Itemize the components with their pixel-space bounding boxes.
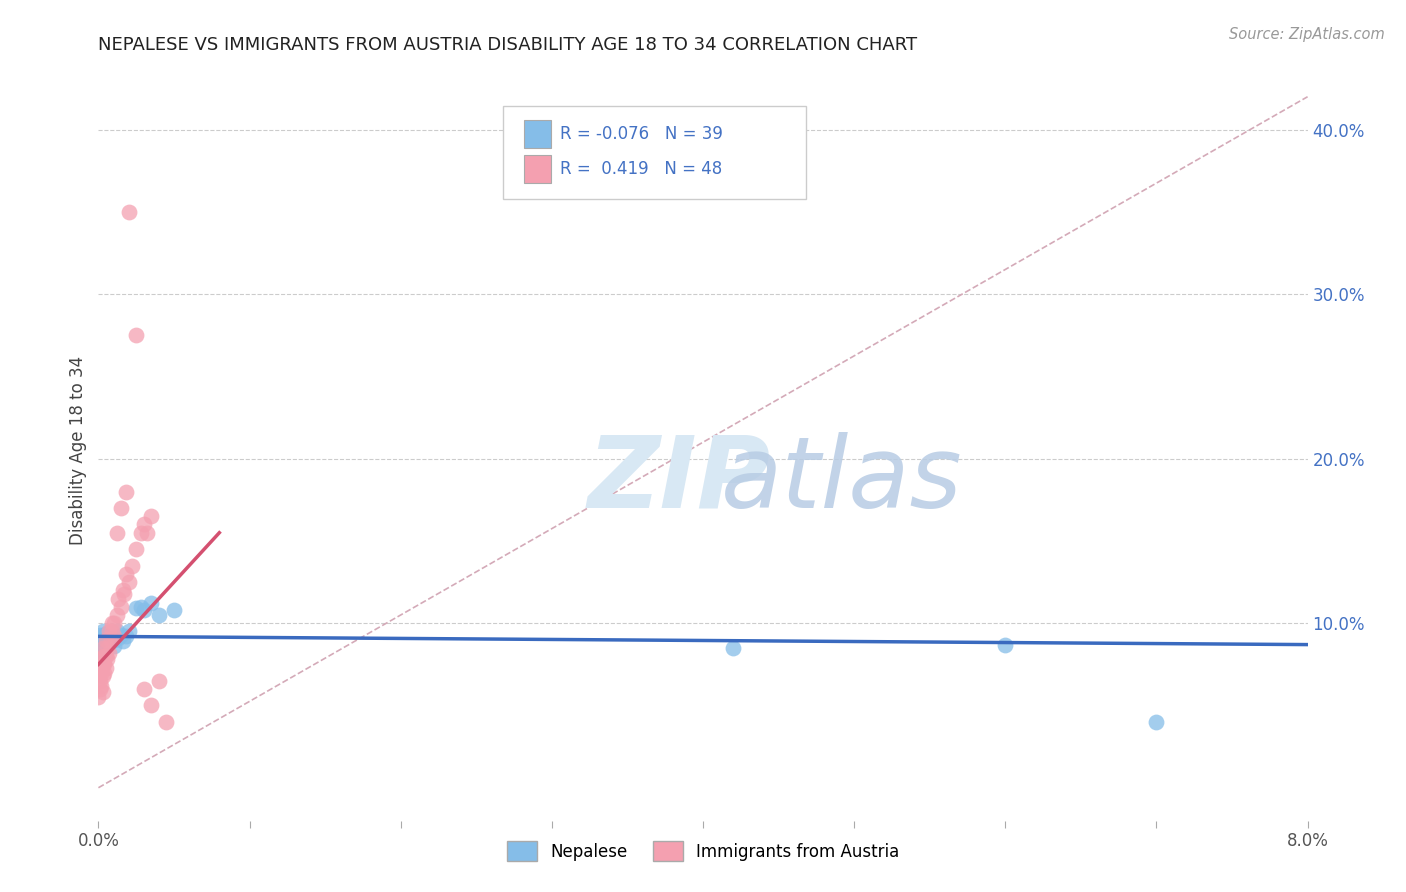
Point bbox=[101, 628, 124, 642]
Point bbox=[132, 517, 155, 532]
FancyBboxPatch shape bbox=[503, 106, 806, 199]
Point bbox=[1146, 714, 1168, 729]
Point bbox=[94, 632, 117, 647]
Point bbox=[89, 673, 111, 688]
Point bbox=[94, 638, 117, 652]
Point bbox=[89, 636, 111, 650]
Point bbox=[89, 646, 111, 660]
Point bbox=[103, 616, 125, 631]
Point bbox=[118, 575, 141, 590]
Point bbox=[118, 205, 141, 219]
Point bbox=[89, 628, 111, 642]
Point bbox=[155, 714, 177, 729]
Point bbox=[129, 599, 152, 614]
Point bbox=[110, 628, 132, 642]
Point bbox=[91, 640, 114, 655]
Point bbox=[148, 607, 170, 622]
Point bbox=[98, 629, 121, 643]
Point bbox=[101, 616, 124, 631]
Point bbox=[163, 603, 186, 617]
Point bbox=[148, 673, 170, 688]
Point bbox=[125, 328, 148, 343]
Point bbox=[94, 660, 117, 674]
Point bbox=[125, 542, 148, 557]
Point bbox=[723, 640, 745, 655]
Point bbox=[110, 501, 132, 516]
Point bbox=[90, 639, 112, 653]
Point bbox=[96, 634, 118, 648]
Text: R =  0.419   N = 48: R = 0.419 N = 48 bbox=[561, 161, 723, 178]
Point bbox=[90, 631, 112, 645]
Text: atlas: atlas bbox=[721, 432, 963, 529]
Point bbox=[141, 509, 163, 524]
Point bbox=[90, 662, 112, 676]
Point bbox=[114, 566, 136, 581]
Point bbox=[141, 597, 163, 611]
Text: NEPALESE VS IMMIGRANTS FROM AUSTRIA DISABILITY AGE 18 TO 34 CORRELATION CHART: NEPALESE VS IMMIGRANTS FROM AUSTRIA DISA… bbox=[98, 36, 918, 54]
Point bbox=[93, 628, 115, 642]
Point bbox=[87, 632, 110, 647]
Point bbox=[94, 649, 117, 664]
Point bbox=[125, 601, 148, 615]
Text: ZIP: ZIP bbox=[588, 432, 770, 529]
Point bbox=[98, 624, 121, 639]
Y-axis label: Disability Age 18 to 34: Disability Age 18 to 34 bbox=[69, 356, 87, 545]
Point bbox=[135, 525, 157, 540]
Point bbox=[112, 586, 135, 600]
Point bbox=[93, 657, 115, 672]
Point bbox=[100, 632, 122, 647]
Point bbox=[98, 636, 121, 650]
Point bbox=[93, 634, 115, 648]
Point bbox=[103, 629, 125, 643]
Point bbox=[93, 665, 115, 680]
Point bbox=[98, 646, 121, 660]
Point bbox=[87, 690, 110, 705]
Point bbox=[107, 591, 129, 606]
Point bbox=[91, 685, 114, 699]
Point bbox=[129, 525, 152, 540]
Point bbox=[105, 624, 128, 639]
Point bbox=[114, 629, 136, 643]
Point bbox=[103, 632, 125, 647]
Point bbox=[110, 599, 132, 614]
Point bbox=[91, 624, 114, 639]
Point bbox=[132, 603, 155, 617]
Point bbox=[132, 681, 155, 696]
Point bbox=[141, 698, 163, 713]
Point bbox=[107, 631, 129, 645]
Point bbox=[90, 649, 112, 664]
Point bbox=[105, 525, 128, 540]
Point bbox=[96, 640, 118, 655]
Point bbox=[94, 631, 117, 645]
Point bbox=[96, 626, 118, 640]
Point bbox=[91, 669, 114, 683]
Point bbox=[91, 657, 114, 672]
Point bbox=[87, 640, 110, 655]
Point bbox=[100, 631, 122, 645]
Point bbox=[91, 638, 114, 652]
Legend: Nepalese, Immigrants from Austria: Nepalese, Immigrants from Austria bbox=[501, 834, 905, 868]
Point bbox=[118, 624, 141, 639]
Point bbox=[105, 607, 128, 622]
Point bbox=[90, 679, 112, 693]
Text: Source: ZipAtlas.com: Source: ZipAtlas.com bbox=[1229, 27, 1385, 42]
Text: R = -0.076   N = 39: R = -0.076 N = 39 bbox=[561, 125, 723, 143]
Point bbox=[93, 642, 115, 657]
Point bbox=[91, 629, 114, 643]
Point bbox=[89, 681, 111, 696]
Point bbox=[121, 558, 143, 573]
Point bbox=[90, 665, 112, 680]
Point bbox=[87, 652, 110, 666]
Point bbox=[103, 639, 125, 653]
Point bbox=[101, 624, 124, 639]
Bar bbox=[524, 155, 551, 183]
Bar bbox=[524, 120, 551, 148]
Point bbox=[111, 634, 134, 648]
Point bbox=[111, 583, 134, 598]
Point bbox=[994, 638, 1017, 652]
Point bbox=[93, 649, 115, 664]
Point bbox=[114, 484, 136, 499]
Point bbox=[96, 652, 118, 666]
